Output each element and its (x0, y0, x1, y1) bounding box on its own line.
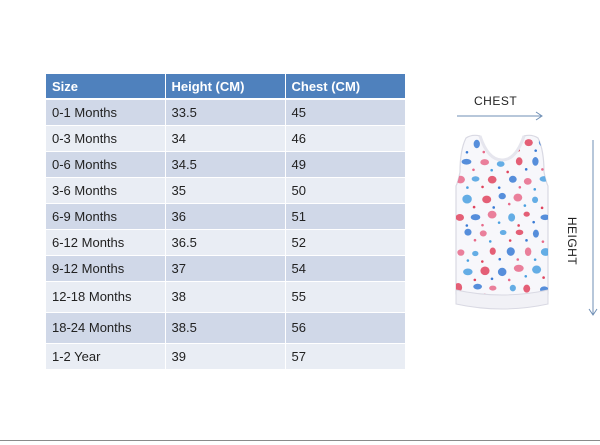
chest-cell: 56 (285, 312, 405, 344)
size-cell: 0-1 Months (46, 99, 166, 126)
height-cell: 38 (165, 281, 286, 313)
table-header-row: Size Height (CM) Chest (CM) (46, 74, 405, 100)
size-cell: 6-9 Months (46, 203, 166, 230)
chest-arrow-icon (457, 111, 543, 121)
chest-cell: 49 (285, 151, 405, 178)
table-row: 0-1 Months 33.5 45 (46, 99, 405, 126)
table-row: 6-12 Months 36.5 52 (46, 229, 405, 256)
height-cell: 36.5 (165, 229, 286, 256)
header-size: Size (46, 74, 166, 100)
height-cell: 34.5 (165, 151, 286, 178)
size-cell: 1-2 Year (46, 343, 166, 370)
height-cell: 36 (165, 203, 286, 230)
baby-vest-image (455, 134, 549, 310)
size-cell: 0-3 Months (46, 125, 166, 152)
size-cell: 0-6 Months (46, 151, 166, 178)
height-cell: 37 (165, 255, 286, 282)
chest-cell: 55 (285, 281, 405, 313)
table-row: 1-2 Year 39 57 (46, 343, 405, 370)
table-row: 12-18 Months 38 55 (46, 281, 405, 313)
chest-cell: 46 (285, 125, 405, 152)
table-row: 18-24 Months 38.5 56 (46, 312, 405, 344)
height-cell: 35 (165, 177, 286, 204)
size-cell: 18-24 Months (46, 312, 166, 344)
height-cell: 39 (165, 343, 286, 370)
height-arrow-icon (588, 140, 598, 316)
header-chest: Chest (CM) (285, 74, 405, 100)
header-height: Height (CM) (165, 74, 286, 100)
size-chart-table: Size Height (CM) Chest (CM) 0-1 Months 3… (46, 74, 405, 370)
chest-cell: 45 (285, 99, 405, 126)
height-cell: 33.5 (165, 99, 286, 126)
height-cell: 38.5 (165, 312, 286, 344)
table-row: 6-9 Months 36 51 (46, 203, 405, 230)
chest-cell: 54 (285, 255, 405, 282)
table-row: 9-12 Months 37 54 (46, 255, 405, 282)
size-cell: 3-6 Months (46, 177, 166, 204)
chest-cell: 57 (285, 343, 405, 370)
chest-label: CHEST (474, 94, 518, 108)
size-cell: 12-18 Months (46, 281, 166, 313)
chest-cell: 52 (285, 229, 405, 256)
footer-divider (0, 440, 600, 441)
table-row: 0-6 Months 34.5 49 (46, 151, 405, 178)
table-row: 3-6 Months 35 50 (46, 177, 405, 204)
size-cell: 9-12 Months (46, 255, 166, 282)
chest-cell: 50 (285, 177, 405, 204)
chest-cell: 51 (285, 203, 405, 230)
height-cell: 34 (165, 125, 286, 152)
table-row: 0-3 Months 34 46 (46, 125, 405, 152)
size-cell: 6-12 Months (46, 229, 166, 256)
